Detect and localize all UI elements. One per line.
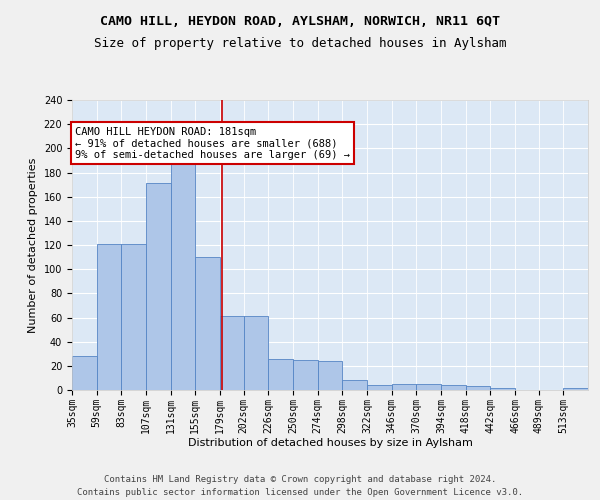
Bar <box>466 386 490 390</box>
Bar <box>196 257 220 390</box>
Bar <box>121 244 146 390</box>
Bar <box>441 385 466 390</box>
Text: Size of property relative to detached houses in Aylsham: Size of property relative to detached ho… <box>94 38 506 51</box>
Bar <box>490 388 515 390</box>
Bar <box>293 360 317 390</box>
Bar <box>146 184 170 390</box>
X-axis label: Distribution of detached houses by size in Aylsham: Distribution of detached houses by size … <box>188 438 472 448</box>
Bar <box>244 316 268 390</box>
Bar <box>367 385 392 390</box>
Bar <box>317 361 343 390</box>
Bar <box>563 388 588 390</box>
Bar <box>416 384 441 390</box>
Bar <box>392 384 416 390</box>
Bar <box>72 356 97 390</box>
Bar <box>170 151 196 390</box>
Text: CAMO HILL HEYDON ROAD: 181sqm
← 91% of detached houses are smaller (688)
9% of s: CAMO HILL HEYDON ROAD: 181sqm ← 91% of d… <box>75 126 350 160</box>
Bar <box>97 244 121 390</box>
Bar <box>220 316 244 390</box>
Y-axis label: Number of detached properties: Number of detached properties <box>28 158 38 332</box>
Text: Contains HM Land Registry data © Crown copyright and database right 2024.: Contains HM Land Registry data © Crown c… <box>104 476 496 484</box>
Bar <box>268 358 293 390</box>
Text: CAMO HILL, HEYDON ROAD, AYLSHAM, NORWICH, NR11 6QT: CAMO HILL, HEYDON ROAD, AYLSHAM, NORWICH… <box>100 15 500 28</box>
Bar <box>343 380 367 390</box>
Text: Contains public sector information licensed under the Open Government Licence v3: Contains public sector information licen… <box>77 488 523 497</box>
